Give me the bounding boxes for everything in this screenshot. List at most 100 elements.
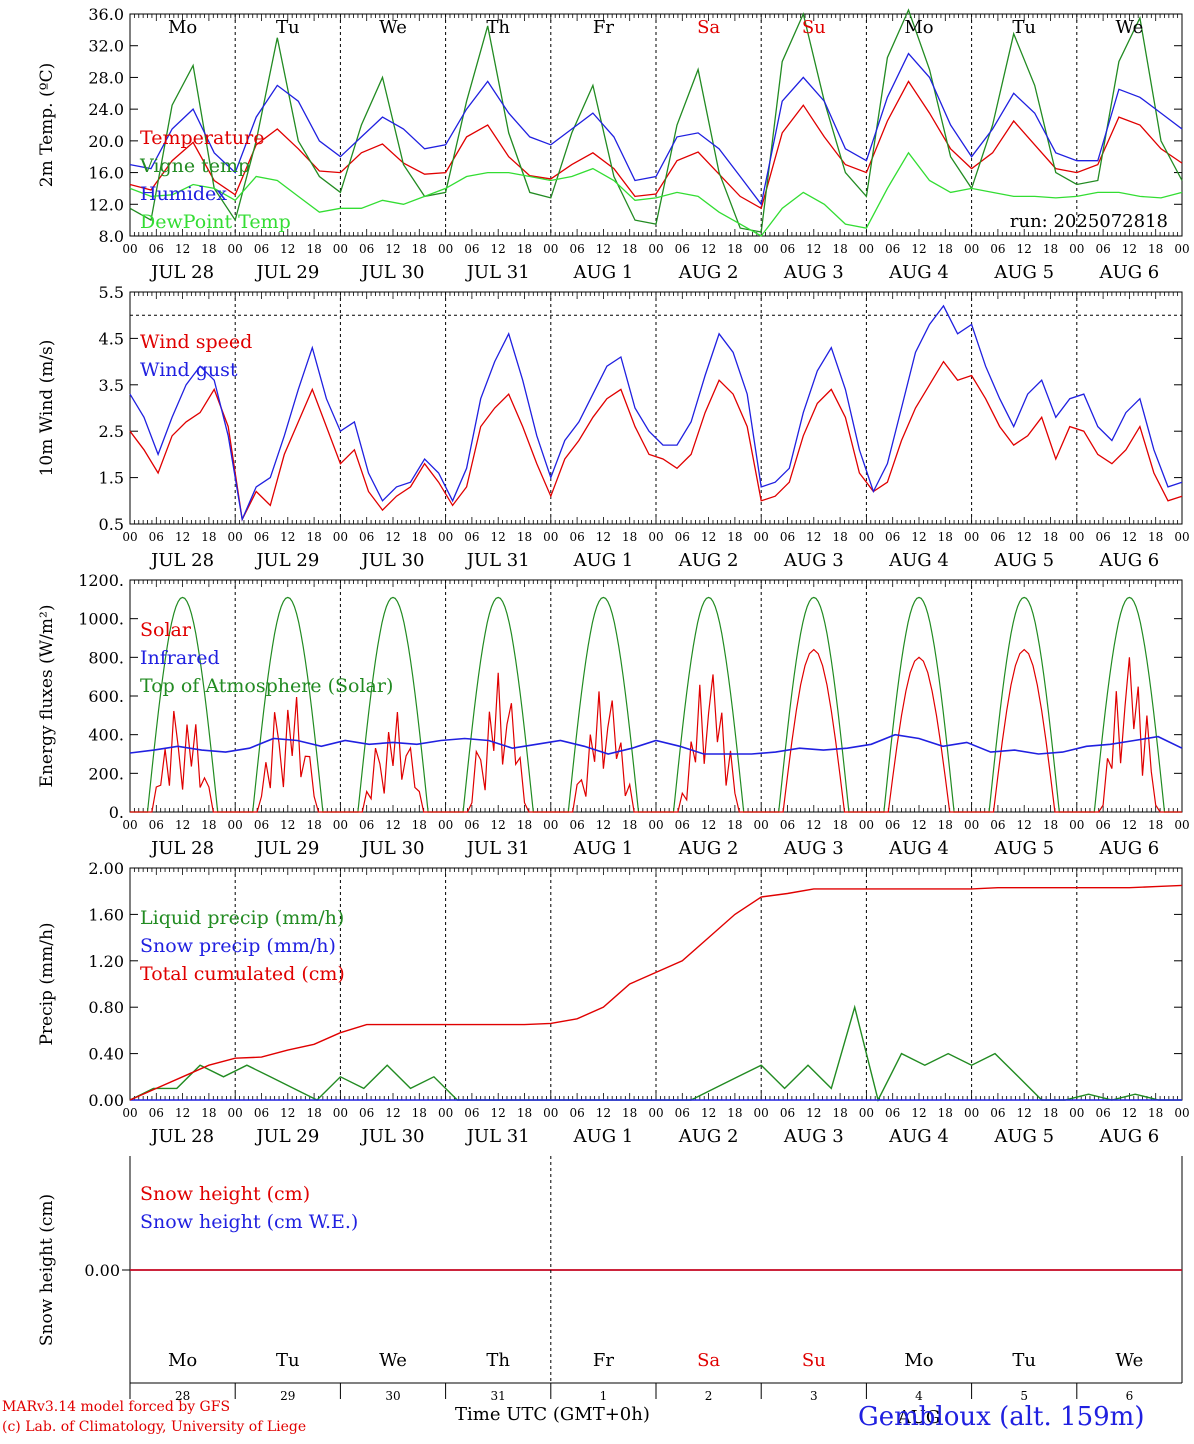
hour-label: 00 <box>859 818 874 832</box>
date-label: AUG 6 <box>1099 1126 1160 1147</box>
date-label: JUL 30 <box>360 262 425 283</box>
y-axis-label: 10m Wind (m/s) <box>37 340 57 477</box>
date-label: AUG 4 <box>888 550 949 571</box>
y-tick-label: 0.00 <box>84 1261 120 1280</box>
hour-label: 06 <box>1095 530 1110 544</box>
hour-label: 18 <box>201 1106 216 1120</box>
hour-label: 12 <box>596 818 611 832</box>
hour-label: 18 <box>622 530 637 544</box>
hour-label: 06 <box>254 818 269 832</box>
hour-label: 12 <box>1017 1106 1032 1120</box>
date-label: JUL 31 <box>465 1126 530 1147</box>
y-tick-label: 3.5 <box>99 376 124 395</box>
hour-label: 06 <box>569 530 584 544</box>
date-label: JUL 28 <box>149 550 214 571</box>
hour-label: 12 <box>911 818 926 832</box>
day-label: Th <box>486 17 510 38</box>
date-label: JUL 28 <box>149 1126 214 1147</box>
day-label: We <box>1116 1350 1144 1371</box>
hour-label: 00 <box>122 530 137 544</box>
hour-label: 00 <box>122 818 137 832</box>
hour-label: 06 <box>254 242 269 256</box>
legend-entry: Infrared <box>140 647 220 669</box>
day-number: 2 <box>705 1389 713 1403</box>
date-label: JUL 29 <box>254 550 319 571</box>
hour-label: 06 <box>885 242 900 256</box>
hour-label: 12 <box>806 1106 821 1120</box>
hour-label: 06 <box>675 242 690 256</box>
hour-label: 06 <box>780 530 795 544</box>
hour-label: 00 <box>438 1106 453 1120</box>
day-label: Sa <box>697 17 720 38</box>
hour-label: 18 <box>832 1106 847 1120</box>
date-label: AUG 2 <box>678 550 739 571</box>
date-label: JUL 29 <box>254 1126 319 1147</box>
hour-label: 12 <box>911 530 926 544</box>
hour-label: 12 <box>911 1106 926 1120</box>
series-humidex <box>129 52 1183 206</box>
hour-label: 06 <box>464 1106 479 1120</box>
date-label: AUG 1 <box>573 262 634 283</box>
hour-label: 18 <box>938 530 953 544</box>
y-tick-label: 2.5 <box>99 422 124 441</box>
hour-label: 18 <box>201 242 216 256</box>
day-label: Mo <box>904 17 933 38</box>
hour-label: 00 <box>543 818 558 832</box>
hour-label: 12 <box>1122 530 1137 544</box>
hour-label: 12 <box>701 530 716 544</box>
date-label: AUG 3 <box>783 838 844 859</box>
y-tick-label: 200. <box>88 764 124 783</box>
date-label: AUG 2 <box>678 838 739 859</box>
hour-label: 18 <box>727 818 742 832</box>
date-label: JUL 30 <box>360 838 425 859</box>
y-tick-label: 16.0 <box>88 164 124 183</box>
day-label: Su <box>802 1350 826 1371</box>
y-tick-label: 1000. <box>78 610 124 629</box>
date-label: AUG 4 <box>888 262 949 283</box>
hour-label: 18 <box>727 530 742 544</box>
y-tick-label: 0. <box>109 803 124 822</box>
hour-label: 12 <box>175 242 190 256</box>
hour-label: 00 <box>1174 1106 1189 1120</box>
hour-label: 06 <box>1095 818 1110 832</box>
hour-label: 06 <box>675 1106 690 1120</box>
date-label: AUG 1 <box>573 838 634 859</box>
day-label: Mo <box>168 1350 197 1371</box>
hour-label: 00 <box>1069 242 1084 256</box>
y-tick-label: 1.5 <box>99 469 124 488</box>
hour-label: 18 <box>1043 530 1058 544</box>
hour-label: 18 <box>727 242 742 256</box>
day-label: Fr <box>593 1350 614 1371</box>
date-label: AUG 6 <box>1099 550 1160 571</box>
hour-label: 18 <box>201 818 216 832</box>
hour-label: 00 <box>648 530 663 544</box>
legend-entry: Temperature <box>140 127 264 149</box>
y-tick-label: 800. <box>88 648 124 667</box>
legend-entry: Humidex <box>140 183 227 205</box>
hour-label: 18 <box>306 1106 321 1120</box>
hour-label: 12 <box>806 530 821 544</box>
date-label: AUG 6 <box>1099 838 1160 859</box>
run-annotation: run: 2025072818 <box>1010 211 1168 232</box>
y-tick-label: 0.40 <box>88 1045 124 1064</box>
series-vigne-temp <box>129 8 1183 233</box>
day-number: 4 <box>915 1389 923 1403</box>
y-tick-label: 0.80 <box>88 998 124 1017</box>
hour-label: 00 <box>333 530 348 544</box>
hour-label: 18 <box>517 818 532 832</box>
hour-label: 06 <box>359 242 374 256</box>
hour-label: 12 <box>1017 818 1032 832</box>
hour-label: 12 <box>491 242 506 256</box>
hour-label: 12 <box>280 242 295 256</box>
hour-label: 00 <box>859 530 874 544</box>
hour-label: 12 <box>806 242 821 256</box>
hour-label: 12 <box>280 1106 295 1120</box>
y-axis-label: Energy fluxes (W/m²) <box>37 605 57 788</box>
series-infrared <box>129 733 1183 755</box>
day-label: Tu <box>1012 17 1036 38</box>
series-dewpoint-temp <box>129 151 1183 237</box>
hour-label: 18 <box>201 530 216 544</box>
time-axis-label: Time UTC (GMT+0h) <box>455 1404 650 1425</box>
day-number: 5 <box>1020 1389 1028 1403</box>
date-label: JUL 31 <box>465 838 530 859</box>
